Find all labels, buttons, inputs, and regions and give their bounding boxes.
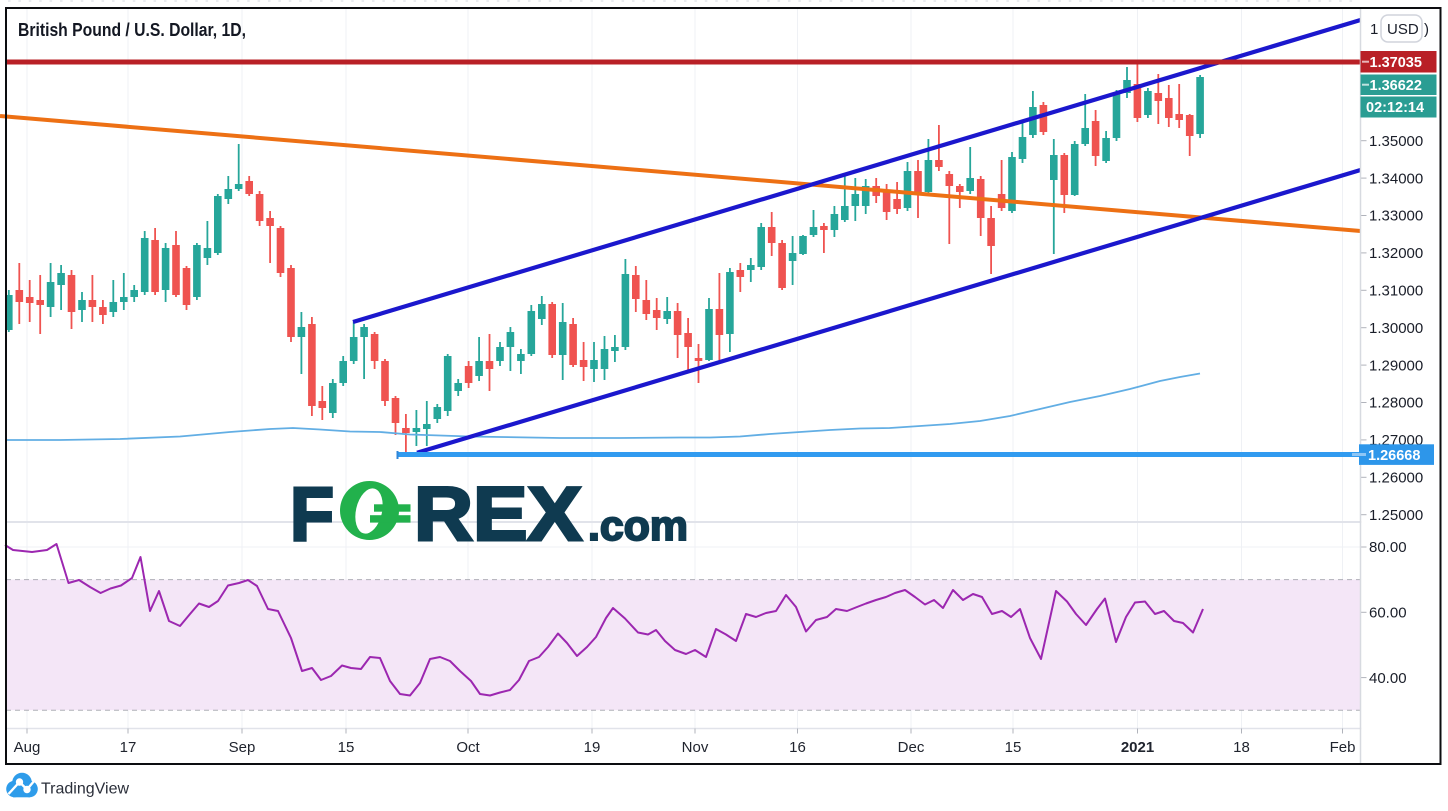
svg-text:TradingView: TradingView [41,781,129,798]
svg-text:2021: 2021 [1121,739,1154,756]
svg-text:16: 16 [789,739,806,756]
svg-text:1.29000: 1.29000 [1369,357,1423,374]
svg-text:19: 19 [584,739,601,756]
svg-text:): ) [1424,21,1429,38]
svg-text:Dec: Dec [898,739,925,756]
svg-text:1.25000: 1.25000 [1369,507,1423,524]
svg-text:1.26668: 1.26668 [1368,448,1420,464]
svg-text:17: 17 [120,739,137,756]
svg-text:60.00: 60.00 [1369,605,1407,622]
svg-text:Sep: Sep [229,739,256,756]
svg-text:1.33000: 1.33000 [1369,208,1423,225]
svg-text:1.30000: 1.30000 [1369,320,1423,337]
svg-text:18: 18 [1233,739,1250,756]
svg-text:80.00: 80.00 [1369,539,1407,556]
svg-text:1.35000: 1.35000 [1369,133,1423,150]
svg-text:British Pound / U.S. Dollar, 1: British Pound / U.S. Dollar, 1D, [18,19,246,40]
svg-text:F: F [290,472,334,557]
svg-text:1.31000: 1.31000 [1369,283,1423,300]
svg-text:15: 15 [338,739,355,756]
svg-text:40.00: 40.00 [1369,670,1407,687]
svg-text:Nov: Nov [682,739,709,756]
svg-text:1.26000: 1.26000 [1369,470,1423,487]
svg-text:Aug: Aug [14,739,41,756]
svg-text:1: 1 [1370,21,1378,38]
svg-text:15: 15 [1005,739,1022,756]
svg-text:1.37035: 1.37035 [1370,55,1422,71]
svg-text:1.36622: 1.36622 [1370,78,1422,94]
svg-text:USD: USD [1387,21,1419,38]
svg-text:Feb: Feb [1330,739,1356,756]
svg-text:1.34000: 1.34000 [1369,170,1423,187]
svg-text:02:12:14: 02:12:14 [1366,100,1424,116]
svg-text:.com: .com [588,502,688,549]
svg-text:1.28000: 1.28000 [1369,395,1423,412]
svg-text:Oct: Oct [456,739,480,756]
svg-text:1.32000: 1.32000 [1369,245,1423,262]
svg-text:REX: REX [414,472,582,557]
